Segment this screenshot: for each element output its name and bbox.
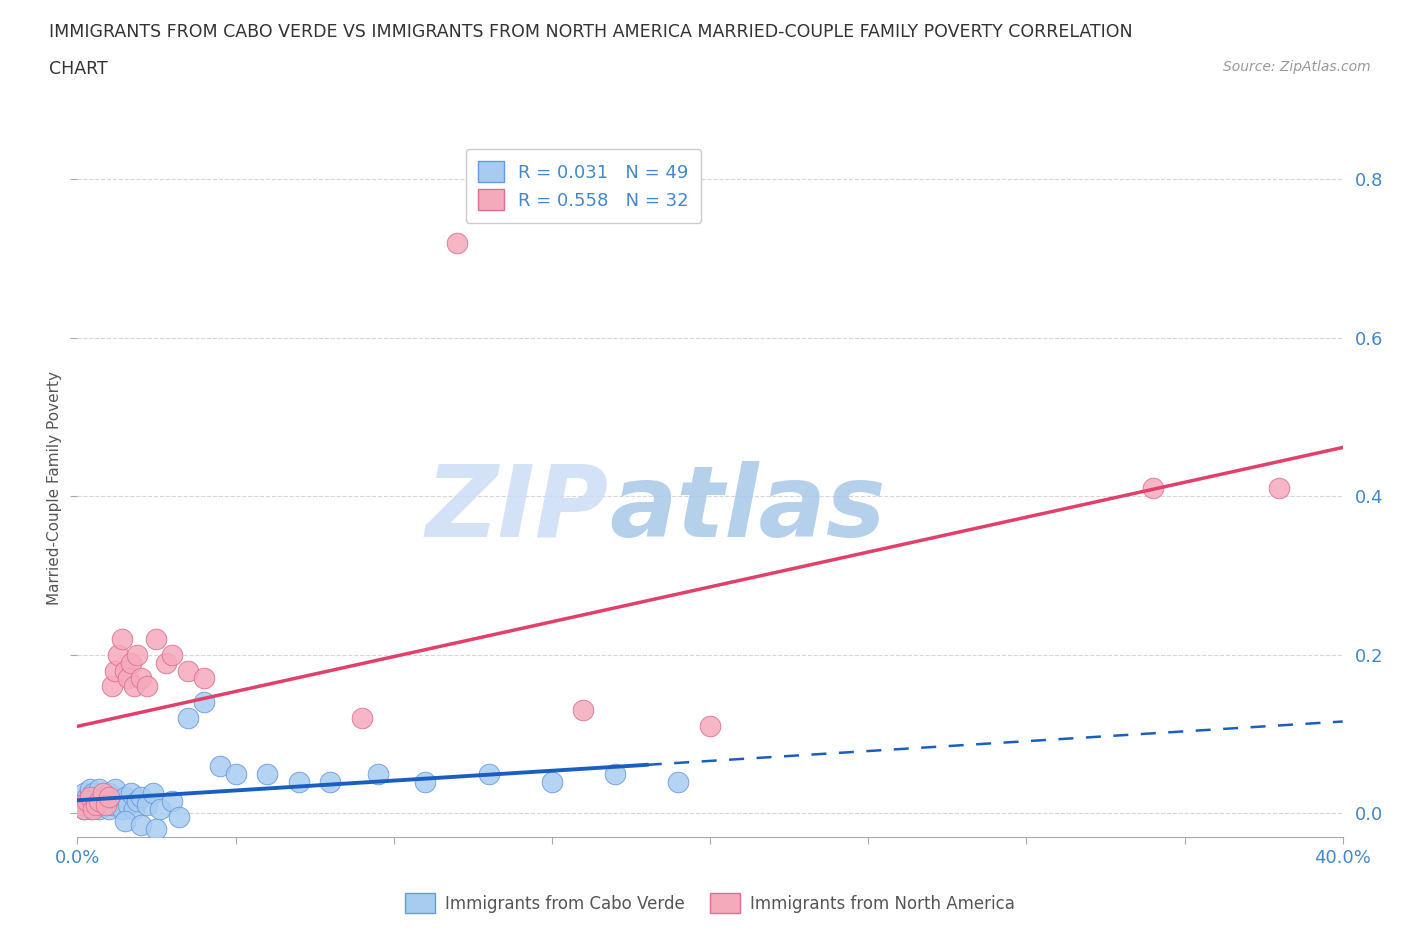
Point bbox=[193, 695, 215, 710]
Point bbox=[142, 786, 165, 801]
Point bbox=[98, 802, 120, 817]
Point bbox=[605, 766, 627, 781]
Point bbox=[225, 766, 247, 781]
Point bbox=[79, 790, 101, 804]
Legend: Immigrants from Cabo Verde, Immigrants from North America: Immigrants from Cabo Verde, Immigrants f… bbox=[398, 887, 1022, 920]
Point bbox=[111, 802, 132, 817]
Point bbox=[76, 790, 98, 804]
Point bbox=[114, 814, 136, 829]
Point bbox=[117, 671, 139, 686]
Point bbox=[82, 794, 104, 809]
Point bbox=[73, 802, 96, 817]
Point bbox=[477, 766, 501, 781]
Point bbox=[668, 774, 690, 789]
Point bbox=[98, 786, 120, 801]
Point bbox=[288, 774, 311, 789]
Point bbox=[256, 766, 278, 781]
Point bbox=[145, 821, 167, 836]
Point bbox=[89, 782, 111, 797]
Point bbox=[82, 786, 104, 801]
Point bbox=[446, 235, 468, 250]
Point bbox=[104, 782, 127, 797]
Point bbox=[104, 663, 127, 678]
Point bbox=[208, 758, 231, 773]
Point bbox=[91, 798, 114, 813]
Point bbox=[111, 631, 132, 646]
Point bbox=[124, 679, 146, 694]
Point bbox=[73, 802, 96, 817]
Point bbox=[107, 794, 129, 809]
Text: Source: ZipAtlas.com: Source: ZipAtlas.com bbox=[1223, 60, 1371, 74]
Point bbox=[107, 647, 129, 662]
Point bbox=[367, 766, 389, 781]
Point bbox=[135, 798, 157, 813]
Point bbox=[91, 786, 114, 801]
Point bbox=[98, 790, 120, 804]
Point bbox=[76, 798, 98, 813]
Point bbox=[76, 794, 98, 809]
Point bbox=[540, 774, 562, 789]
Point bbox=[162, 647, 183, 662]
Point bbox=[149, 802, 172, 817]
Point bbox=[86, 790, 108, 804]
Point bbox=[124, 802, 146, 817]
Point bbox=[177, 663, 200, 678]
Point bbox=[177, 711, 200, 725]
Point bbox=[91, 790, 114, 804]
Point bbox=[86, 798, 108, 813]
Point bbox=[135, 679, 157, 694]
Point bbox=[162, 794, 183, 809]
Point bbox=[193, 671, 215, 686]
Text: atlas: atlas bbox=[609, 460, 886, 558]
Text: IMMIGRANTS FROM CABO VERDE VS IMMIGRANTS FROM NORTH AMERICA MARRIED-COUPLE FAMIL: IMMIGRANTS FROM CABO VERDE VS IMMIGRANTS… bbox=[49, 23, 1133, 41]
Point bbox=[129, 790, 152, 804]
Point bbox=[129, 817, 152, 832]
Point bbox=[79, 782, 101, 797]
Text: CHART: CHART bbox=[49, 60, 108, 78]
Point bbox=[94, 798, 117, 813]
Y-axis label: Married-Couple Family Poverty: Married-Couple Family Poverty bbox=[46, 371, 62, 605]
Point bbox=[114, 790, 136, 804]
Point bbox=[69, 798, 91, 813]
Point bbox=[120, 786, 142, 801]
Point bbox=[82, 802, 104, 817]
Point bbox=[120, 655, 142, 670]
Point bbox=[117, 798, 139, 813]
Point bbox=[114, 663, 136, 678]
Point bbox=[89, 794, 111, 809]
Point bbox=[1268, 481, 1291, 496]
Point bbox=[572, 703, 595, 718]
Point bbox=[79, 802, 101, 817]
Point bbox=[73, 786, 96, 801]
Point bbox=[319, 774, 342, 789]
Point bbox=[101, 798, 124, 813]
Point bbox=[1142, 481, 1164, 496]
Point bbox=[86, 798, 108, 813]
Point bbox=[155, 655, 177, 670]
Point bbox=[352, 711, 374, 725]
Point bbox=[129, 671, 152, 686]
Point bbox=[127, 794, 149, 809]
Text: ZIP: ZIP bbox=[426, 460, 609, 558]
Point bbox=[413, 774, 436, 789]
Point bbox=[89, 802, 111, 817]
Point bbox=[699, 719, 721, 734]
Point bbox=[94, 794, 117, 809]
Point bbox=[101, 679, 124, 694]
Point bbox=[127, 647, 149, 662]
Point bbox=[167, 810, 190, 825]
Point bbox=[145, 631, 167, 646]
Point bbox=[69, 798, 91, 813]
